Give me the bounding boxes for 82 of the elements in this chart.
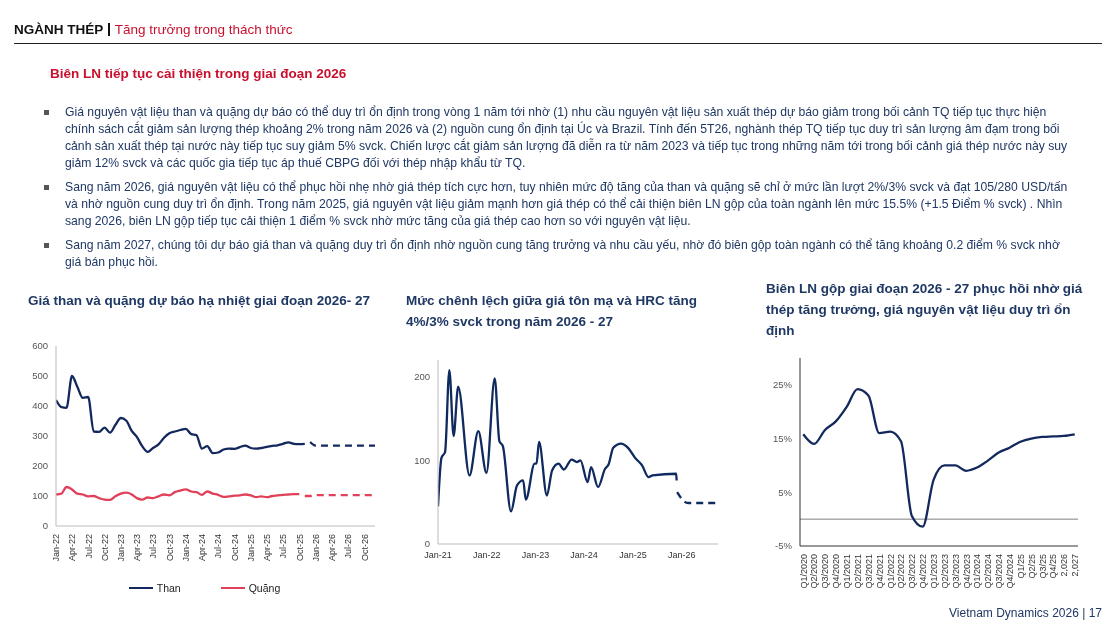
x-tick-label: Q4/2020 [831, 554, 842, 589]
y-tick-label: 15% [772, 432, 793, 444]
x-tick-label: Apr-25 [262, 534, 273, 562]
y-tick-label: -5% [775, 540, 793, 552]
x-tick-label: Q3/2023 [950, 554, 961, 589]
x-tick-label: Q1/2021 [842, 554, 853, 589]
x-tick-label: Q1/2024 [972, 554, 983, 589]
x-tick-label: Q4/2021 [874, 554, 885, 589]
y-tick-label: 25% [772, 379, 793, 391]
x-tick-label: Q2/2022 [896, 554, 907, 589]
y-tick-label: 0 [424, 538, 430, 550]
x-tick-label: Jan-25 [246, 534, 257, 562]
x-tick-label: Jan-24 [570, 550, 598, 561]
y-tick-label: 600 [32, 340, 48, 352]
x-tick-label: Q1/2022 [885, 554, 896, 589]
text: Vietnam Dynamics 2026 | 17 [949, 606, 1102, 620]
y-tick-label: 200 [414, 371, 430, 383]
x-tick-label: Jan-23 [116, 534, 127, 562]
x-tick-label: Jan-26 [311, 534, 322, 562]
line-series [56, 485, 301, 502]
x-tick-label: Q1/2023 [928, 554, 939, 589]
x-tick-label: Q2/2024 [983, 554, 994, 589]
y-tick-label: 0 [42, 520, 48, 532]
text: Tăng trưởng trong thách thức [114, 22, 293, 37]
x-tick-label: Apr-23 [132, 534, 143, 562]
x-tick-label: Q2/25 [1026, 554, 1037, 579]
x-tick-label: Jan-23 [521, 550, 550, 561]
line-series [438, 368, 678, 513]
x-tick-label: 2,027 [1070, 554, 1081, 577]
text: Biên LN tiếp tục cải thiện trong giai đoạn 2026 [50, 66, 347, 81]
x-tick-label: Oct-22 [99, 534, 110, 562]
x-tick-label: Jan-26 [667, 550, 696, 561]
x-tick-label: Jan-25 [619, 550, 647, 561]
y-tick-label: 100 [32, 490, 48, 502]
y-tick-label: 100 [414, 454, 430, 466]
x-tick-label: Jul-22 [83, 534, 94, 559]
x-tick-label: Jan-22 [472, 550, 501, 561]
x-tick-label: Oct-23 [164, 534, 175, 562]
x-tick-label: Q1/2020 [798, 554, 809, 589]
x-tick-label: Jul-23 [148, 534, 159, 559]
x-tick-label: Apr-22 [67, 534, 78, 562]
x-tick-label: Jan-22 [51, 534, 62, 562]
x-tick-label: Q2/2020 [809, 554, 820, 589]
y-tick-label: 500 [32, 370, 48, 382]
x-tick-label: Apr-26 [327, 534, 338, 562]
y-tick-label: 400 [32, 400, 48, 412]
x-tick-label: 2,026 [1059, 554, 1070, 577]
x-tick-label: Q3/2021 [863, 554, 874, 589]
x-tick-label: Q4/2022 [918, 554, 929, 589]
x-tick-label: Jan-24 [181, 534, 192, 562]
text: Sang năm 2027, chúng tôi dự báo giá than và quặng duy trì ổn định nhờ nguồn cung tăng trưởng và nhu cầu yếu, nhờ đó biên gộp toàn ngành có thể tăng khoảng 0.2 điểm % svck nhờ giá bán phục hồi. [65, 238, 1060, 269]
x-tick-label: Q1/25 [1015, 554, 1026, 579]
x-tick-label: Jul-26 [343, 534, 354, 559]
x-tick-label: Q4/25 [1048, 554, 1059, 579]
legend-label: Than [156, 582, 181, 594]
x-tick-label: Q4/2024 [1004, 554, 1015, 589]
x-tick-label: Jul-24 [213, 534, 224, 559]
chart-title: Biên LN gộp giai đoạn 2026 - 27 phục hồi nhờ giá thép tăng trưởng, giá nguyên vật liệu duy trì ổn định [766, 281, 1083, 338]
legend-label: Quặng [248, 582, 281, 594]
x-tick-label: Q3/2022 [907, 554, 918, 589]
x-tick-label: Oct-24 [229, 534, 240, 562]
x-tick-label: Jan-21 [424, 550, 452, 561]
x-tick-label: Apr-24 [197, 534, 208, 562]
chart-title: Giá than và quặng dự báo hạ nhiệt giai đoạn 2026- 27 [28, 293, 371, 308]
line-series [56, 374, 306, 455]
text: Giá nguyên vật liệu than và quặng dự báo có thể duy trì ổn định trong vòng 1 năm tới nhờ (1) nhu cầu nguyên vật liệu sản xuất thép dự báo giảm trong bối cảnh TQ tiếp tục thực hiện chính sách cắt giảm sản lượng thép khoảng 2% trong năm 2026 và (2) nguồn cung ổn định tại Úc và Brazil. Tính đến 5T26, nghành thép TQ tiếp tục duy trì sản lượng âm đạm trong bối cảnh sản xuất thép tại nước này tiếp tục suy giảm 5% svck. Chiến lược cắt giảm sản lượng đã diễn ra từ năm 2023 và tiếp tục trong những năm tới trong bối cảnh giá thép nước này suy giảm 12% svck và các quốc gia tiếp tục áp thuế CBPG đối với thép nhập khẩu từ TQ. [65, 105, 1068, 170]
line-series [802, 388, 1076, 528]
y-tick-label: 200 [32, 460, 48, 472]
chart-title: Mức chênh lệch giữa giá tôn mạ và HRC tăng 4%/3% svck trong năm 2026 - 27 [406, 293, 698, 329]
x-tick-label: Q3/2020 [820, 554, 831, 589]
x-tick-label: Q3/2024 [994, 554, 1005, 589]
x-tick-label: Q4/2023 [961, 554, 972, 589]
text: NGÀNH THÉP [14, 22, 104, 37]
x-tick-label: Q2/2021 [852, 554, 863, 589]
text: Sang năm 2026, giá nguyên vật liệu có thể phục hồi nhẹ nhờ giá thép tích cực hơn, tuy nhiên mức độ tăng của than và quặng sẽ chỉ ở mức lần lượt 2%/3% svck và đạt 105/280 USD/tấn và nhờ nguồn cung duy trì ổn định. Trong năm 2025, giá nguyên vật liệu giảm mạnh hơn giá thép có thể cải thiện biên LN gộp của toàn ngành lên mức 15.5% (+1.5 Điểm % svck) . Nhìn sang 2026, biên LN gộp tiếp tục cải thiện 1 điểm % svck nhờ mức tăng của giá thép cao hơn so với nguyên vật liệu. [65, 180, 1068, 228]
x-tick-label: Oct-25 [294, 534, 305, 562]
x-tick-label: Q2/2023 [939, 554, 950, 589]
x-tick-label: Oct-26 [359, 534, 370, 562]
y-tick-label: 5% [778, 486, 793, 498]
x-tick-label: Q3/25 [1037, 554, 1048, 579]
y-tick-label: 300 [32, 430, 48, 442]
x-tick-label: Jul-25 [278, 534, 289, 559]
